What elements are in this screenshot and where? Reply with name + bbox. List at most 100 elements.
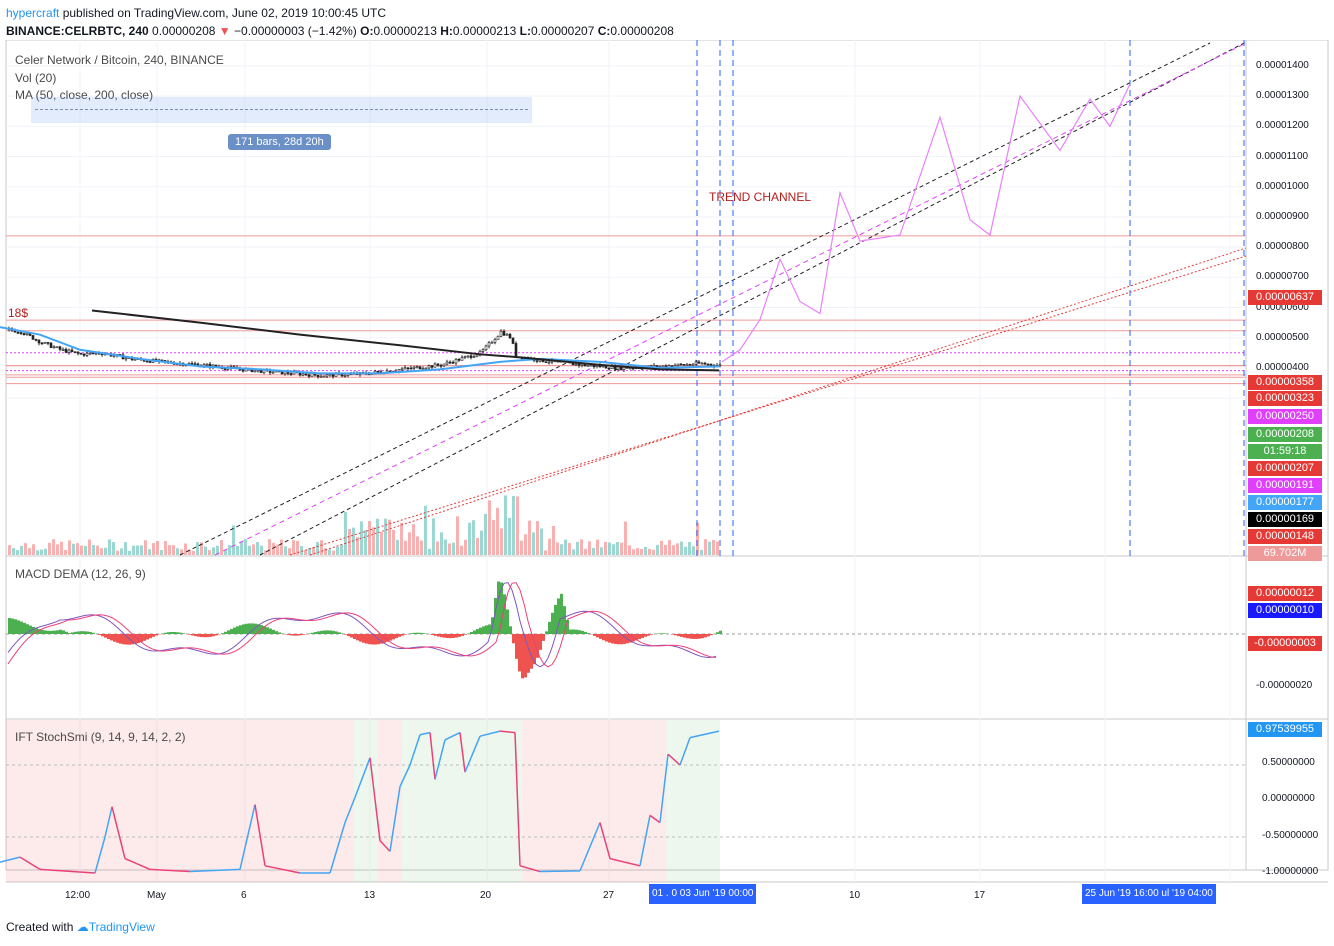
ift-band	[702, 720, 708, 882]
volume-bar	[448, 543, 451, 555]
candle-body	[37, 339, 41, 344]
macd-hist-bar	[470, 632, 473, 634]
candle-body	[718, 364, 722, 367]
volume-bar	[512, 495, 515, 555]
macd-hist-bar	[134, 634, 137, 644]
ift-band	[624, 720, 630, 882]
macd-hist-bar	[680, 634, 683, 637]
y-tick-label: 0.00001000	[1256, 180, 1309, 192]
macd-hist-bar	[281, 633, 284, 634]
ift-band	[60, 720, 66, 882]
date-range-badge: 171 bars, 28d 20h	[228, 134, 331, 150]
candle-body	[409, 367, 413, 370]
macd-hist-bar	[383, 634, 386, 643]
volume-bar	[200, 542, 203, 555]
ift-band	[504, 720, 510, 882]
volume-bar	[680, 541, 683, 555]
candle-body	[82, 353, 86, 356]
volume-bar	[204, 546, 207, 555]
symbol-label: BINANCE:CELRBTC, 240	[6, 24, 149, 38]
macd-hist-bar	[329, 630, 332, 634]
macd-hist-bar	[221, 633, 224, 634]
ift-segment	[429, 732, 436, 780]
volume-bar	[356, 537, 359, 555]
macd-hist-bar	[233, 627, 236, 634]
macd-hist-bar	[335, 631, 338, 634]
volume-bar	[364, 530, 367, 555]
candle-body	[322, 375, 326, 378]
macd-hist-bar	[641, 634, 644, 638]
macd-hist-bar	[212, 634, 215, 637]
ift-band	[594, 720, 600, 882]
macd-hist-bar	[278, 632, 281, 634]
macd-hist-bar	[272, 629, 275, 634]
macd-hist-bar	[308, 633, 311, 634]
macd-hist-bar	[176, 632, 179, 634]
date-range-box[interactable]	[31, 97, 532, 123]
volume-bar	[40, 549, 43, 555]
volume-bar	[472, 520, 475, 555]
macd-hist-bar	[509, 626, 512, 634]
macd-hist-bar	[344, 634, 347, 635]
volume-bar	[140, 545, 143, 555]
macd-hist-bar	[365, 634, 368, 644]
volume-bar	[172, 545, 175, 555]
ift-band	[696, 720, 702, 882]
macd-hist-bar	[512, 634, 515, 644]
macd-hist-bar	[287, 634, 290, 636]
date-range-line	[35, 109, 528, 110]
ift-segment	[639, 815, 651, 866]
volume-bar	[28, 548, 31, 555]
macd-hist-bar	[224, 631, 227, 634]
chart-canvas[interactable]	[0, 40, 1334, 910]
candle-body	[55, 346, 59, 349]
volume-bar	[48, 542, 51, 555]
candle-body	[397, 369, 401, 372]
volume-bar	[404, 540, 407, 555]
chart-frame	[5, 40, 1329, 871]
candle-body	[73, 351, 77, 353]
trend-channel-label: TREND CHANNEL	[709, 190, 812, 204]
volume-bar	[644, 546, 647, 555]
macd-hist-bar	[50, 630, 53, 634]
macd-hist-bar	[701, 634, 704, 639]
macd-hist-bar	[92, 632, 95, 634]
ift-band	[222, 720, 228, 882]
candle-body	[706, 363, 710, 366]
candle-body	[442, 363, 446, 367]
macd-hist-bar	[455, 634, 458, 638]
author-link[interactable]: hypercraft	[6, 6, 60, 20]
macd-signal-line	[7, 582, 717, 668]
macd-hist-bar	[575, 629, 578, 634]
y-tick-label: 0.00000800	[1256, 241, 1309, 253]
ma200-line	[91, 309, 720, 372]
candle-body	[70, 349, 74, 352]
volume-bar	[144, 540, 147, 555]
macd-hist-bar	[296, 634, 299, 636]
chart-header: hypercraft published on TradingView.com,…	[6, 4, 674, 40]
ift-band	[678, 720, 684, 882]
volume-bar	[668, 540, 671, 555]
macd-hist-bar	[659, 633, 662, 634]
ift-segment	[479, 730, 501, 737]
volume-bar	[416, 536, 419, 555]
macd-hist-bar	[14, 619, 17, 634]
volume-bar	[316, 542, 319, 555]
macd-hist-bar	[443, 634, 446, 638]
footer-brand[interactable]: TradingView	[88, 920, 155, 934]
macd-hist-bar	[710, 634, 713, 636]
macd-hist-bar	[560, 593, 563, 634]
ift-band	[342, 720, 348, 882]
ift-band	[474, 720, 480, 882]
ift-band	[102, 720, 108, 882]
candle-body	[22, 333, 26, 335]
ift-band	[240, 720, 246, 882]
macd-hist-bar	[563, 606, 566, 634]
volume-bar	[304, 549, 307, 555]
macd-hist-bar	[707, 634, 710, 637]
candle-body	[466, 355, 470, 358]
candle-body	[406, 367, 410, 370]
ift-band	[522, 720, 528, 882]
candle-body	[427, 365, 431, 369]
candle-body	[46, 342, 50, 344]
